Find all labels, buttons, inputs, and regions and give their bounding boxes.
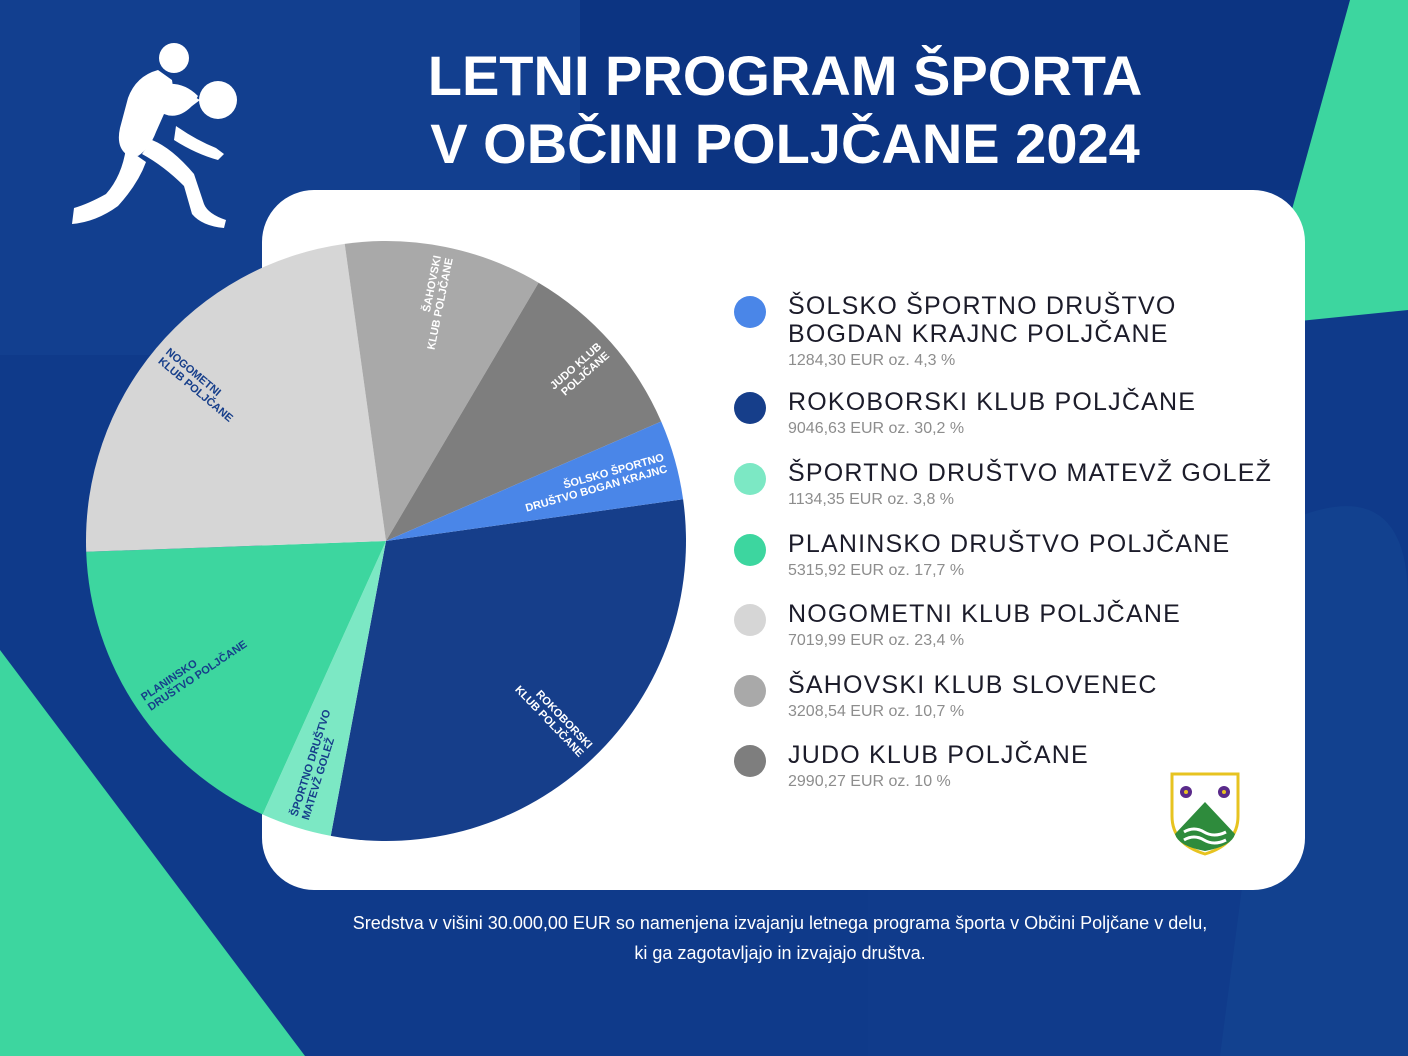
pie-slice-sahovski [344,240,539,542]
page-title: LETNI PROGRAM ŠPORTA V OBČINI POLJČANE 2… [340,42,1230,178]
poljcane-coat-of-arms-icon [1170,772,1240,856]
legend-item-solsko: ŠOLSKO ŠPORTNO DRUŠTVO BOGDAN KRAJNC POL… [730,292,1290,369]
legend-value-planinsko: 5315,92 EUR oz. 17,7 % [788,562,965,579]
legend-value-judo: 2990,27 EUR oz. 10 % [788,773,951,790]
legend-item-sahovski: ŠAHOVSKI KLUB SLOVENEC 3208,54 EUR oz. 1… [730,671,1290,735]
legend-swatch-planinsko [734,534,766,566]
pie-slice-judo [386,282,662,541]
pie-slice-matevz [262,541,386,836]
legend-name-rokoborski: ROKOBORSKI KLUB POLJČANE [788,388,1197,416]
pie-slice-rokoborski [330,499,686,841]
footnote: Sredstva v višini 30.000,00 EUR so namen… [290,908,1270,968]
legend-item-matevz: ŠPORTNO DRUŠTVO MATEVŽ GOLEŽ 1134,35 EUR… [730,459,1290,523]
legend-name-planinsko: PLANINSKO DRUŠTVO POLJČANE [788,530,1231,558]
legend-name-matevz: ŠPORTNO DRUŠTVO MATEVŽ GOLEŽ [788,459,1273,487]
legend-swatch-judo [734,745,766,777]
legend-swatch-solsko [734,296,766,328]
basketball-player-icon [72,43,237,228]
legend-value-rokoborski: 9046,63 EUR oz. 30,2 % [788,420,965,437]
legend-name-sahovski: ŠAHOVSKI KLUB SLOVENEC [788,671,1158,699]
legend-swatch-rokoborski [734,392,766,424]
legend-name-nogometni: NOGOMETNI KLUB POLJČANE [788,600,1181,628]
legend-swatch-matevz [734,463,766,495]
legend-item-rokoborski: ROKOBORSKI KLUB POLJČANE 9046,63 EUR oz.… [730,388,1290,452]
legend-item-nogometni: NOGOMETNI KLUB POLJČANE 7019,99 EUR oz. … [730,600,1290,664]
legend-value-solsko: 1284,30 EUR oz. 4,3 % [788,352,956,369]
legend-name-solsko: ŠOLSKO ŠPORTNO DRUŠTVO BOGDAN KRAJNC POL… [788,292,1177,348]
legend-value-matevz: 1134,35 EUR oz. 3,8 % [788,491,955,508]
pie-slice-solsko [386,421,684,541]
pie-slice-planinsko [86,541,386,815]
legend-value-nogometni: 7019,99 EUR oz. 23,4 % [788,632,965,649]
legend-item-planinsko: PLANINSKO DRUŠTVO POLJČANE 5315,92 EUR o… [730,530,1290,594]
legend-swatch-sahovski [734,675,766,707]
legend-swatch-nogometni [734,604,766,636]
pie-slice-nogometni [85,243,386,552]
footnote-line-2: ki ga zagotavljajo in izvajajo društva. [634,943,926,963]
title-line-2: V OBČINI POLJČANE 2024 [430,112,1140,175]
legend-name-judo: JUDO KLUB POLJČANE [788,741,1089,769]
legend-item-judo: JUDO KLUB POLJČANE 2990,27 EUR oz. 10 % [730,741,1290,805]
legend-value-sahovski: 3208,54 EUR oz. 10,7 % [788,703,965,720]
title-line-1: LETNI PROGRAM ŠPORTA [427,44,1143,107]
footnote-line-1: Sredstva v višini 30.000,00 EUR so namen… [352,913,1208,933]
